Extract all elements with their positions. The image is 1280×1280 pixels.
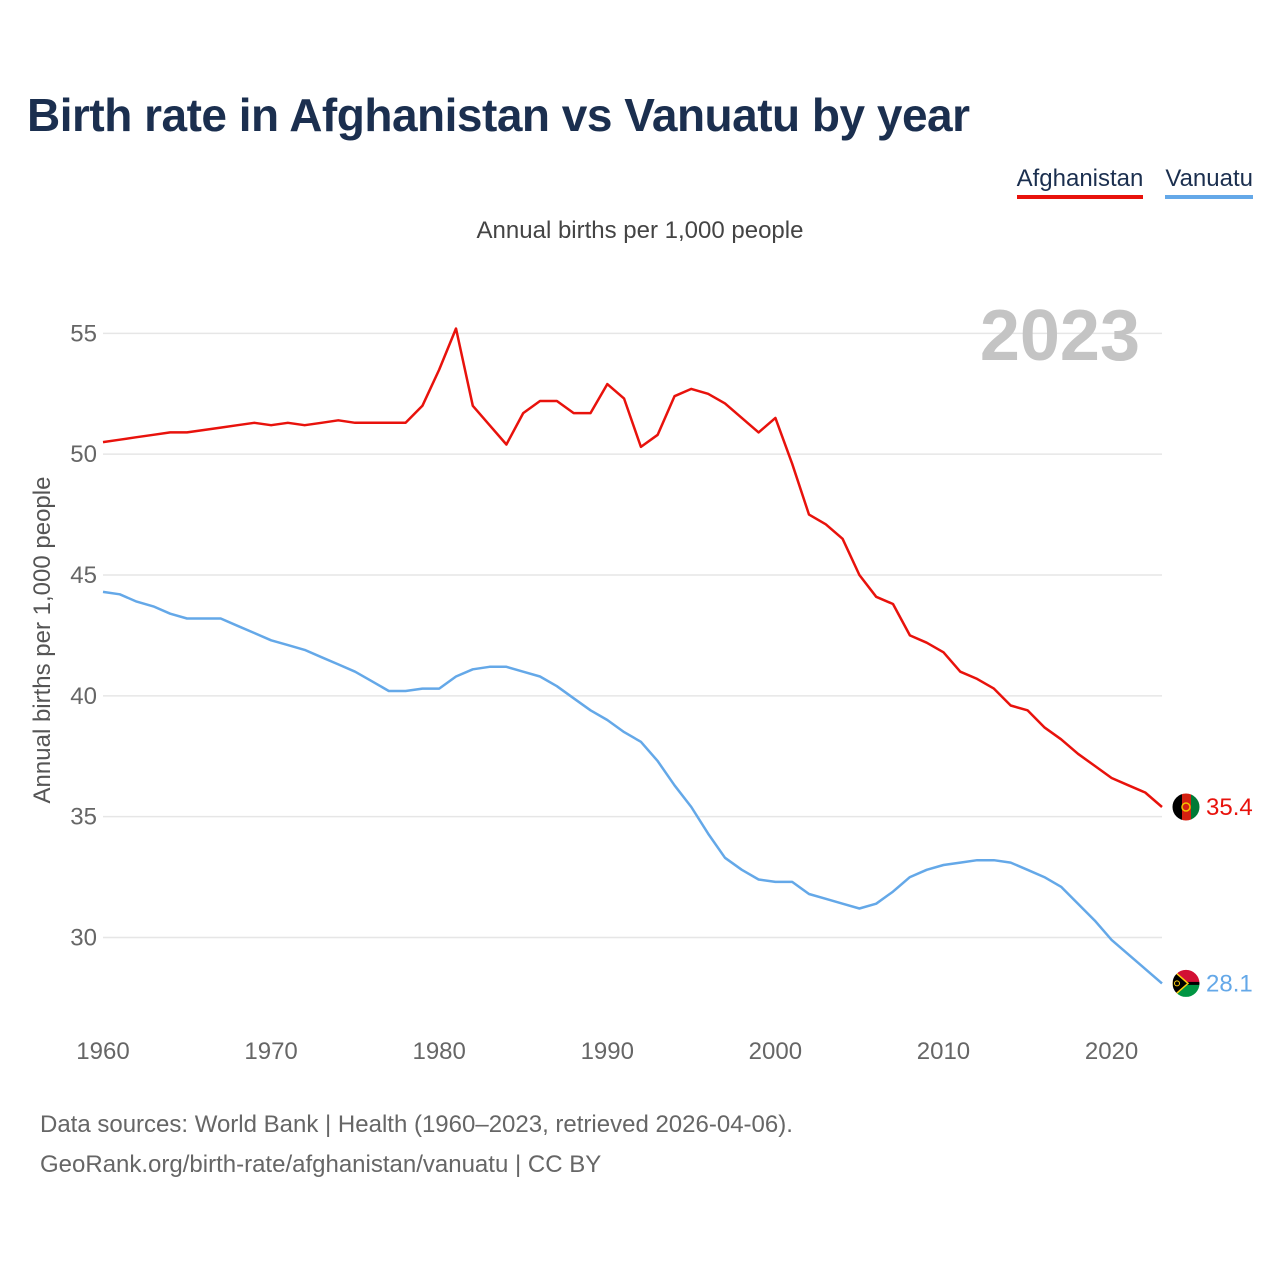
- legend-item-vanuatu[interactable]: Vanuatu: [1165, 165, 1253, 199]
- year-watermark: 2023: [980, 296, 1140, 376]
- series-line-vanuatu[interactable]: [102, 590, 1163, 985]
- x-tick-label: 1960: [76, 1038, 129, 1065]
- grid-lines: [103, 332, 1162, 939]
- legend: Afghanistan Vanuatu: [1016, 165, 1253, 199]
- x-tick-label: 1970: [244, 1038, 297, 1065]
- footer: Data sources: World Bank | Health (1960–…: [40, 1105, 793, 1185]
- x-axis-ticks: 1960 1970 1980 1990 2000 2010 2020: [76, 1038, 1138, 1065]
- footer-sources: Data sources: World Bank | Health (1960–…: [40, 1111, 793, 1138]
- y-tick-label: 35: [70, 804, 97, 831]
- legend-item-afghanistan[interactable]: Afghanistan: [1016, 165, 1144, 199]
- y-tick-label: 40: [70, 683, 97, 710]
- end-markers: 35.4 28.1: [1171, 792, 1253, 998]
- y-tick-label: 45: [70, 562, 97, 589]
- end-value-label-afghanistan: 35.4: [1206, 794, 1253, 821]
- x-tick-label: 1990: [581, 1038, 634, 1065]
- end-value-label-vanuatu: 28.1: [1206, 970, 1253, 997]
- flag-afghanistan-icon: [1171, 792, 1201, 822]
- series-line-afghanistan[interactable]: [102, 327, 1163, 808]
- x-tick-label: 2020: [1085, 1038, 1138, 1065]
- x-tick-label: 2010: [917, 1038, 970, 1065]
- flag-vanuatu-icon: [1171, 968, 1201, 998]
- y-tick-label: 55: [70, 320, 97, 347]
- y-tick-label: 50: [70, 441, 97, 468]
- x-tick-label: 1980: [412, 1038, 465, 1065]
- y-axis-label: Annual births per 1,000 people: [29, 477, 56, 804]
- series-lines: [102, 327, 1163, 985]
- chart-subtitle: Annual births per 1,000 people: [476, 217, 804, 244]
- page-title: Birth rate in Afghanistan vs Vanuatu by …: [27, 89, 970, 141]
- footer-link[interactable]: GeoRank.org/birth-rate/afghanistan/vanua…: [40, 1151, 602, 1178]
- y-axis-ticks: 30 35 40 45 50 55: [70, 320, 97, 951]
- y-tick-label: 30: [70, 925, 97, 952]
- x-tick-label: 2000: [749, 1038, 802, 1065]
